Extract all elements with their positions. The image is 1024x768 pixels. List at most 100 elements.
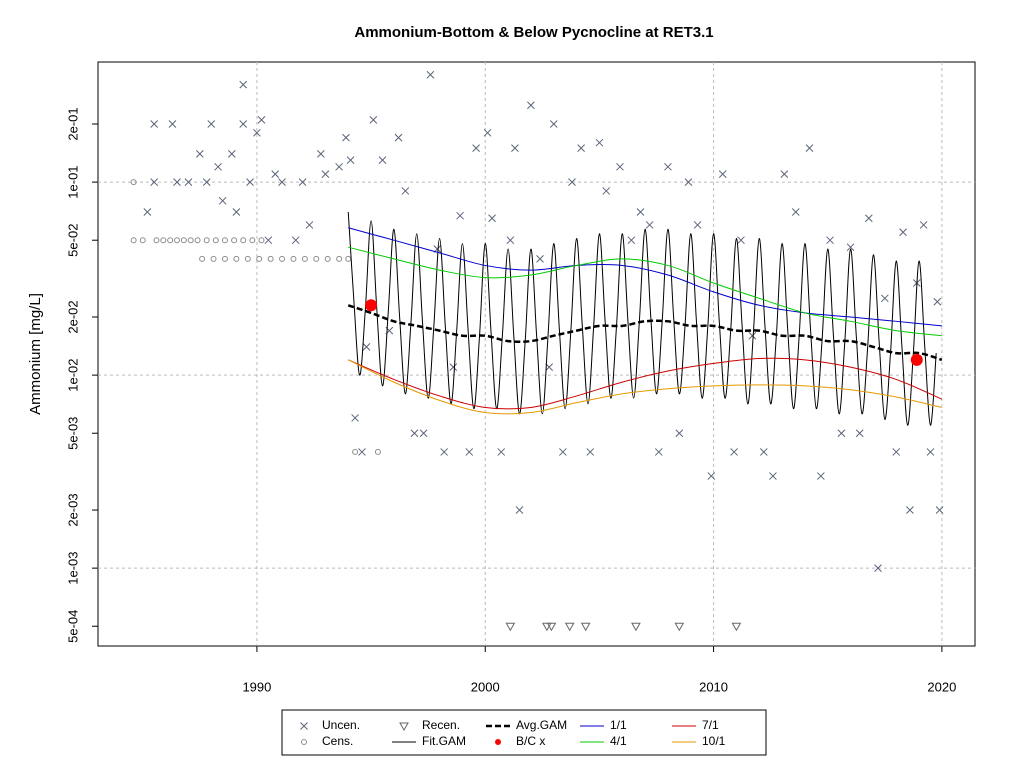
point: [837, 429, 846, 438]
point: [488, 214, 496, 223]
point: [780, 170, 789, 178]
point: [472, 144, 480, 152]
point: [631, 622, 641, 632]
point: [536, 255, 544, 263]
point: [546, 622, 557, 632]
line: [348, 227, 942, 327]
point: [301, 255, 308, 262]
point: [160, 237, 167, 244]
point: [374, 448, 381, 455]
point: [258, 237, 265, 244]
point: [231, 237, 238, 244]
point: [730, 448, 738, 456]
point: [645, 221, 654, 229]
point: [899, 228, 907, 237]
y-tick-label: 5e-04: [65, 610, 80, 643]
point: [505, 622, 516, 632]
point: [362, 343, 371, 351]
point: [874, 564, 882, 572]
y-tick-label: 1e-01: [65, 165, 80, 198]
point: [616, 162, 624, 171]
line: [348, 357, 943, 410]
x-tick-label: 2010: [699, 679, 728, 694]
point: [233, 255, 240, 262]
x-tick-label: 1990: [242, 679, 271, 694]
point: [577, 144, 585, 152]
point: [654, 448, 663, 456]
point: [316, 150, 325, 158]
point: [305, 221, 314, 229]
legend-label: Cens.: [322, 734, 353, 748]
point: [153, 237, 160, 244]
legend-label: Uncen.: [322, 718, 360, 732]
point: [926, 448, 935, 456]
point: [674, 622, 685, 632]
point: [174, 237, 181, 244]
point: [212, 237, 219, 244]
point: [707, 472, 716, 480]
point: [346, 156, 355, 164]
point: [173, 178, 181, 186]
point: [449, 363, 458, 371]
point: [130, 237, 137, 244]
point: [214, 162, 222, 171]
point: [324, 255, 331, 262]
plot-frame: [97, 61, 976, 647]
point: [290, 255, 297, 262]
point: [559, 448, 567, 456]
point: [264, 236, 273, 245]
legend-label: 4/1: [610, 734, 627, 748]
point: [759, 448, 768, 456]
point: [184, 178, 193, 186]
point: [369, 116, 378, 124]
point: [693, 221, 702, 229]
point: [278, 178, 286, 186]
point: [130, 179, 137, 186]
point: [150, 120, 159, 128]
point: [321, 170, 330, 178]
point: [664, 162, 672, 171]
point: [203, 237, 210, 244]
point: [545, 363, 554, 371]
point: [410, 429, 419, 438]
point: [419, 429, 428, 438]
legend-symbol: [300, 722, 308, 730]
point: [239, 120, 248, 128]
y-tick-label: 5e-03: [65, 417, 80, 450]
point: [456, 211, 464, 220]
point: [267, 255, 274, 262]
point: [465, 448, 474, 456]
point: [880, 294, 889, 303]
point: [218, 196, 227, 205]
point: [627, 236, 636, 245]
point: [864, 214, 873, 223]
point: [935, 506, 944, 514]
point: [817, 472, 825, 480]
line: [348, 246, 942, 337]
y-tick-label: 2e-01: [65, 107, 80, 140]
point: [249, 237, 256, 244]
legend-symbol: [399, 722, 409, 732]
point: [168, 120, 177, 128]
point: [511, 144, 519, 152]
legend-label: Avg.GAM: [516, 718, 567, 732]
point: [919, 221, 928, 229]
point: [167, 237, 174, 244]
legend-box: [281, 709, 767, 756]
point: [564, 622, 575, 632]
x-tick-label: 2020: [927, 679, 956, 694]
point: [737, 236, 745, 245]
point: [358, 448, 366, 456]
point: [352, 448, 359, 455]
point: [568, 178, 576, 186]
point: [298, 178, 307, 186]
point: [769, 472, 777, 480]
point: [143, 208, 152, 216]
point: [933, 297, 942, 306]
point: [910, 353, 923, 366]
point: [336, 255, 343, 262]
point: [846, 243, 855, 252]
point: [180, 237, 187, 244]
point: [515, 506, 524, 514]
